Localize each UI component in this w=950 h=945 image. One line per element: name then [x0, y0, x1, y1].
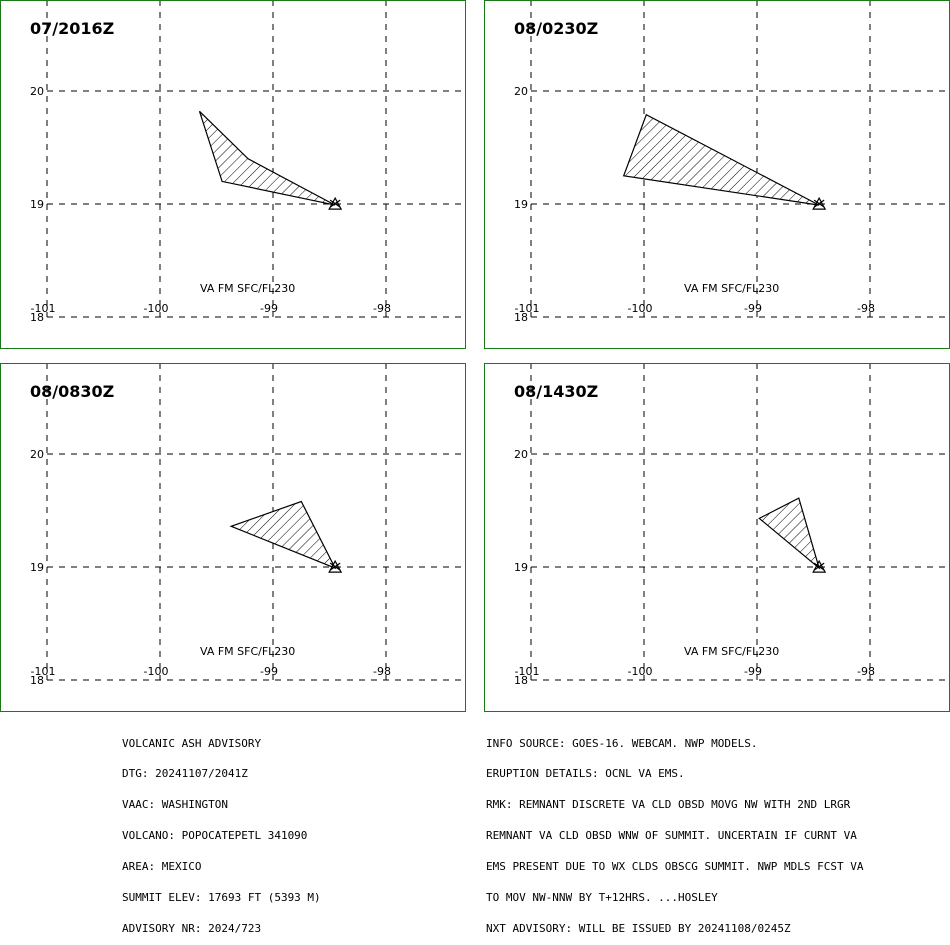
lat-tick-label: 18: [514, 311, 528, 324]
lon-tick-label: -100: [144, 302, 169, 315]
lon-tick-label: -98: [373, 302, 391, 315]
map-canvas: 08/0830Z 20 19 18-101 -100 -99 -98 VA FM SFC/FL…: [30, 364, 465, 687]
advisory-line: VAAC: WASHINGTON: [122, 798, 228, 812]
lat-tick-label: 18: [30, 674, 44, 687]
vent-star-icon: [329, 562, 341, 571]
advisory-line: ADVISORY NR: 2024/723: [122, 921, 262, 935]
advisory-header-text: VOLCANIC ASH ADVISORY DTG: 20241107/2041…: [122, 718, 321, 945]
remarks-line: ERUPTION DETAILS: OCNL VA EMS.: [486, 767, 685, 781]
lat-tick-label: 18: [30, 311, 44, 324]
forecast-panel-1: 08/0230Z 20 19 18 -101 -100 -99 -98 VA FM SFC/FL…: [484, 0, 950, 349]
volcano-marker-icon: [328, 196, 343, 210]
lon-tick-label: -99: [260, 665, 278, 678]
lon-tick-label: -101: [515, 302, 540, 315]
flight-level-label: VA FM SFC/FL230: [684, 282, 779, 295]
volcano-marker-icon: [812, 196, 827, 210]
lon-tick-label: -98: [857, 302, 875, 315]
lat-tick-label: 19: [514, 198, 528, 211]
lat-tick-label: 20: [30, 448, 44, 461]
vent-star-icon: [813, 562, 825, 571]
lon-tick-label: -98: [373, 665, 391, 678]
flight-level-label: VA FM SFC/FL230: [200, 645, 295, 658]
vent-star-icon: [329, 199, 341, 208]
forecast-panel-3: 08/1430Z 20 19 18 -101 -100 -99 -98 VA FM SFC/FL…: [484, 363, 950, 712]
flight-level-label: VA FM SFC/FL230: [200, 282, 295, 295]
remarks-line: REMNANT VA CLD OBSD WNW OF SUMMIT. UNCER…: [486, 829, 857, 843]
lat-tick-label: 19: [514, 561, 528, 574]
lat-tick-label: 20: [514, 448, 528, 461]
lon-tick-label: -99: [744, 665, 762, 678]
remarks-line: EMS PRESENT DUE TO WX CLDS OBSCG SUMMIT.…: [486, 860, 864, 874]
advisory-line: VOLCANIC ASH ADVISORY: [122, 736, 262, 750]
lon-tick-label: -101: [31, 665, 56, 678]
remarks-line: RMK: REMNANT DISCRETE VA CLD OBSD MOVG N…: [486, 798, 851, 812]
ash-cloud-polygon: [229, 500, 337, 570]
lon-tick-label: -101: [31, 302, 56, 315]
advisory-line: DTG: 20241107/2041Z: [122, 767, 248, 781]
panel-title: 08/0830Z: [30, 382, 114, 401]
remarks-line: INFO SOURCE: GOES-16. WEBCAM. NWP MODELS…: [486, 736, 758, 750]
remarks-line: NXT ADVISORY: WILL BE ISSUED BY 20241108…: [486, 921, 791, 935]
lat-tick-label: 20: [514, 85, 528, 98]
lat-tick-label: 19: [30, 561, 44, 574]
ash-cloud-polygon: [622, 113, 820, 206]
lat-tick-label: 20: [30, 85, 44, 98]
lon-tick-label: -99: [260, 302, 278, 315]
lon-tick-label: -100: [628, 665, 653, 678]
panel-title: 08/0230Z: [514, 19, 598, 38]
advisory-remarks-text: INFO SOURCE: GOES-16. WEBCAM. NWP MODELS…: [486, 718, 864, 945]
lon-tick-label: -100: [628, 302, 653, 315]
forecast-panel-0: 07/2016Z 20 19 18 -101 -100 -99 -98 VA FM SFC/FL…: [0, 0, 466, 349]
map-canvas: 08/1430Z 20 19 18-101 -100 -99 -98 VA FM SFC/FL…: [514, 364, 949, 687]
lon-tick-label: -98: [857, 665, 875, 678]
lon-tick-label: -101: [515, 665, 540, 678]
map-canvas: 08/0230Z 20 19 18-101 -100 -99 -98 VA FM SFC/FL…: [514, 1, 949, 324]
volcano-marker-icon: [328, 559, 343, 573]
forecast-panel-2: 08/0830Z 20 19 18 -101 -100 -99 -98 VA FM SFC/FL…: [0, 363, 466, 712]
lon-tick-label: -100: [144, 665, 169, 678]
ash-cloud-polygon: [758, 497, 821, 570]
flight-level-label: VA FM SFC/FL230: [684, 645, 779, 658]
ash-cloud-polygon: [198, 110, 336, 206]
lat-tick-label: 19: [30, 198, 44, 211]
panel-title: 08/1430Z: [514, 382, 598, 401]
advisory-line: SUMMIT ELEV: 17693 FT (5393 M): [122, 891, 321, 905]
advisory-line: AREA: MEXICO: [122, 860, 202, 874]
lat-tick-label: 18: [514, 674, 528, 687]
vent-star-icon: [813, 199, 825, 208]
lon-tick-label: -99: [744, 302, 762, 315]
volcano-marker-icon: [812, 559, 827, 573]
advisory-line: VOLCANO: POPOCATEPETL 341090: [122, 829, 308, 843]
map-canvas: 07/2016Z 20 19 18-101 -100 -99 -98 VA FM SFC/FL…: [30, 1, 465, 324]
remarks-line: TO MOV NW-NNW BY T+12HRS. ...HOSLEY: [486, 891, 718, 905]
panel-title: 07/2016Z: [30, 19, 114, 38]
